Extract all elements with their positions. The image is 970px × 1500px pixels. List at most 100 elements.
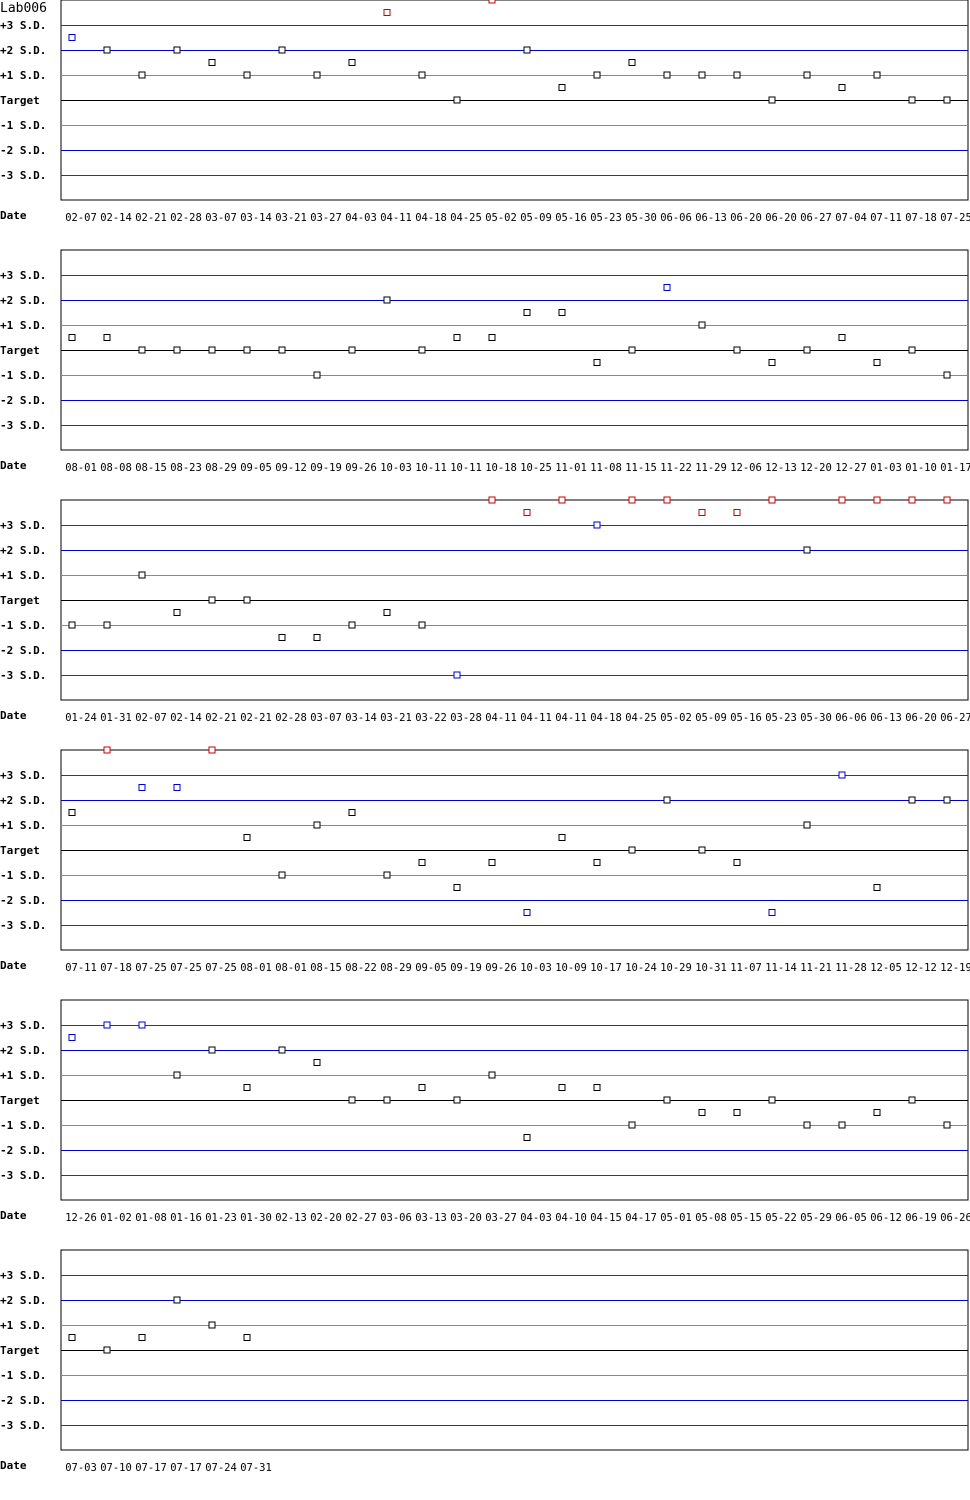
chart-panel-6: +3 S.D. +2 S.D. +1 S.D. Target -1 S.D. -2 S.D…: [0, 1249, 969, 1474]
x-tick-label: 01-03: [870, 462, 902, 474]
x-tick-label: 07-25: [205, 962, 237, 974]
x-tick-label: 04-15: [590, 1212, 622, 1224]
x-tick-label: 05-08: [695, 1212, 727, 1224]
x-tick-label: 02-20: [310, 1212, 342, 1224]
date-axis-label: Date: [0, 959, 27, 972]
x-tick-label: 10-25: [520, 462, 552, 474]
row-label: -1 S.D.: [0, 369, 46, 382]
row-label: +2 S.D.: [0, 1294, 46, 1307]
x-tick-label: 07-24: [205, 1462, 237, 1474]
x-tick-label: 10-11: [450, 462, 482, 474]
x-tick-label: 05-01: [660, 1212, 692, 1224]
x-tick-label: 02-21: [240, 712, 272, 724]
data-point: [103, 746, 111, 754]
x-tick-label: 06-13: [870, 712, 902, 724]
data-point: [593, 359, 601, 366]
data-point: [243, 596, 251, 604]
data-point: [803, 821, 811, 829]
x-tick-label: 07-03: [65, 1462, 97, 1474]
x-tick-label: 04-18: [415, 212, 447, 224]
data-point: [208, 596, 216, 604]
data-point: [488, 496, 496, 504]
data-point: [803, 546, 811, 554]
chart-title: Lab006: [0, 1, 47, 16]
row-label: +2 S.D.: [0, 294, 46, 307]
x-tick-label: 12-13: [765, 462, 797, 474]
x-tick-label: 02-14: [170, 712, 202, 724]
data-point: [173, 1071, 181, 1079]
x-tick-label: 12-27: [835, 462, 867, 474]
row-label: -2 S.D.: [0, 644, 46, 657]
row-label: Target: [0, 1344, 40, 1357]
row-label: +1 S.D.: [0, 569, 46, 582]
row-label: +3 S.D.: [0, 19, 46, 32]
x-tick-label: 01-24: [65, 712, 97, 724]
x-tick-label: 10-17: [590, 962, 622, 974]
x-tick-label: 01-17: [940, 462, 970, 474]
data-point: [558, 1084, 566, 1091]
x-tick-label: 05-22: [765, 1212, 797, 1224]
x-tick-label: 04-11: [485, 712, 517, 724]
x-tick-label: 08-29: [380, 962, 412, 974]
data-point: [138, 1021, 146, 1029]
row-label: -2 S.D.: [0, 1144, 46, 1157]
data-point: [663, 71, 671, 79]
x-tick-label: 09-19: [450, 962, 482, 974]
x-tick-label: 04-10: [555, 1212, 587, 1224]
data-point: [208, 1321, 216, 1329]
x-tick-label: 03-28: [450, 712, 482, 724]
row-label: -3 S.D.: [0, 169, 46, 182]
data-point: [838, 1121, 846, 1129]
row-label: +1 S.D.: [0, 69, 46, 82]
data-point: [278, 346, 286, 354]
row-label: -1 S.D.: [0, 1369, 46, 1382]
x-tick-label: 03-07: [310, 712, 342, 724]
data-point: [628, 1121, 636, 1129]
x-tick-label: 08-15: [310, 962, 342, 974]
data-point: [383, 296, 391, 304]
x-tick-label: 03-14: [240, 212, 272, 224]
data-point: [873, 71, 881, 79]
x-tick-label: 05-23: [590, 212, 622, 224]
x-tick-label: 05-30: [625, 212, 657, 224]
x-tick-label: 06-20: [730, 212, 762, 224]
data-point: [173, 346, 181, 354]
data-point: [733, 346, 741, 354]
data-point: [278, 634, 286, 641]
data-point: [768, 909, 776, 916]
data-point: [698, 846, 706, 854]
data-point: [278, 871, 286, 879]
x-tick-label: 05-16: [730, 712, 762, 724]
x-tick-label: 08-22: [345, 962, 377, 974]
data-point: [103, 46, 111, 54]
x-tick-label: 02-07: [135, 712, 167, 724]
row-label: +3 S.D.: [0, 1019, 46, 1032]
data-point: [208, 746, 216, 754]
data-point: [803, 346, 811, 354]
data-point: [418, 621, 426, 629]
x-tick-label: 03-21: [380, 712, 412, 724]
x-tick-label: 07-25: [135, 962, 167, 974]
row-label: +1 S.D.: [0, 1069, 46, 1082]
x-tick-label: 01-10: [905, 462, 937, 474]
data-point: [313, 1059, 321, 1066]
data-point: [908, 1096, 916, 1104]
x-tick-label: 11-21: [800, 962, 832, 974]
x-tick-label: 12-20: [800, 462, 832, 474]
data-point: [593, 521, 601, 529]
data-point: [943, 371, 951, 379]
data-point: [838, 771, 846, 779]
x-tick-label: 07-17: [170, 1462, 202, 1474]
x-tick-label: 10-11: [415, 462, 447, 474]
x-tick-label: 07-25: [170, 962, 202, 974]
x-tick-label: 11-08: [590, 462, 622, 474]
x-tick-label: 08-23: [170, 462, 202, 474]
x-tick-label: 07-18: [905, 212, 937, 224]
chart-panel-5: +3 S.D. +2 S.D. +1 S.D. Target -1 S.D. -2 S.D…: [0, 999, 970, 1224]
x-tick-label: 04-03: [520, 1212, 552, 1224]
data-point: [68, 34, 76, 41]
x-tick-label: 01-08: [135, 1212, 167, 1224]
chart-panel-4: +3 S.D. +2 S.D. +1 S.D. Target -1 S.D. -2 S.D…: [0, 746, 970, 974]
data-point: [523, 1134, 531, 1141]
